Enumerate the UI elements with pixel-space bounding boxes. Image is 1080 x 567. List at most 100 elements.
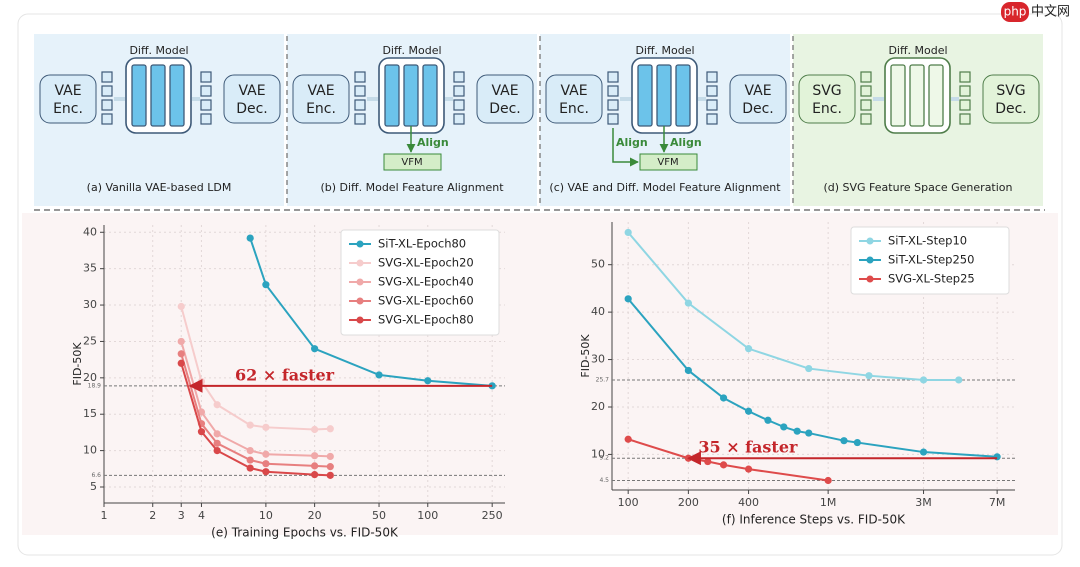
y-tick-label: 20 (83, 371, 97, 384)
x-tick-label: 100 (618, 496, 639, 509)
data-point (824, 476, 832, 485)
encoder (39, 74, 97, 124)
data-point (865, 372, 873, 380)
data-point (684, 299, 692, 307)
data-point (246, 464, 254, 472)
model-layer (169, 64, 185, 127)
data-point (744, 407, 753, 415)
align-label: Align (616, 136, 648, 149)
chart-caption: (f) Inference Steps vs. FID-50K (722, 513, 906, 527)
encoder (798, 74, 856, 124)
token (101, 99, 113, 111)
logo-badge (1001, 2, 1029, 22)
encoder (292, 74, 350, 124)
legend-label: SVG-XL-Epoch20 (378, 256, 474, 270)
x-tick-label: 3M (915, 496, 932, 509)
data-point (624, 228, 632, 237)
token (607, 85, 619, 97)
decoder-label: VAE (238, 83, 265, 99)
decoder (223, 74, 281, 124)
legend-marker (866, 275, 874, 283)
token (860, 85, 872, 97)
encoder-label: VAE (307, 83, 334, 99)
data-point (719, 394, 728, 402)
decoder-label: Dec. (489, 101, 521, 117)
data-point (704, 457, 712, 466)
data-point (764, 416, 772, 424)
token (354, 85, 366, 97)
x-tick-label: 3 (178, 509, 185, 522)
chart-caption: (e) Training Epochs vs. FID-50K (211, 526, 399, 540)
y-tick-label: 40 (83, 225, 97, 238)
reference-label: 9.2 (599, 455, 609, 462)
y-tick-label: 10 (83, 444, 97, 457)
encoder-label: Enc. (559, 101, 589, 117)
y-tick-label: 30 (591, 353, 605, 366)
data-point (177, 302, 185, 311)
model-layer (909, 64, 925, 127)
data-point (326, 471, 334, 479)
panel-caption: (b) Diff. Model Feature Alignment (320, 181, 504, 194)
token (959, 85, 971, 97)
data-point (744, 465, 753, 473)
data-point (311, 425, 319, 434)
legend-marker (356, 297, 364, 305)
data-point (719, 461, 728, 469)
data-point (744, 345, 753, 353)
data-point (213, 401, 221, 409)
x-tick-label: 10 (259, 509, 273, 522)
x-tick-label: 2 (149, 509, 156, 522)
decoder-label: Dec. (742, 101, 774, 117)
token (706, 99, 718, 111)
y-tick-label: 50 (591, 258, 605, 271)
align-arrow (612, 128, 639, 167)
vfm-label: VFM (657, 157, 678, 168)
token (959, 71, 971, 83)
x-tick-label: 20 (308, 509, 322, 522)
model-layer (150, 64, 166, 127)
y-tick-label: 25 (83, 334, 97, 347)
data-point (197, 428, 206, 436)
encoder-label: Enc. (306, 101, 336, 117)
encoder-label: VAE (560, 83, 587, 99)
align-label: Align (417, 136, 449, 149)
legend-label: SVG-XL-Epoch60 (378, 294, 474, 308)
data-point (919, 448, 928, 456)
decoder (476, 74, 534, 124)
model-label: Diff. Model (129, 44, 188, 57)
watermark: 中文网 (1031, 5, 1070, 20)
token (607, 99, 619, 111)
token (101, 113, 113, 125)
y-tick-label: 15 (83, 407, 97, 420)
legend-marker (866, 237, 874, 245)
data-point (177, 337, 185, 346)
token (959, 113, 971, 125)
y-tick-label: 35 (83, 262, 97, 275)
annotation-text: 35 × faster (698, 438, 798, 457)
y-axis-label: FID-50K (71, 342, 84, 386)
y-tick-label: 5 (90, 480, 97, 493)
x-tick-label: 100 (417, 509, 438, 522)
data-point (805, 429, 813, 437)
data-point (624, 295, 632, 303)
data-point (246, 447, 254, 455)
encoder-label: Enc. (812, 101, 842, 117)
x-tick-label: 4 (198, 509, 205, 522)
legend-label: SVG-XL-Epoch40 (378, 275, 474, 289)
decoder-label: VAE (491, 83, 518, 99)
token (354, 71, 366, 83)
encoder-label: Enc. (53, 101, 83, 117)
vfm-box (639, 153, 698, 171)
token (101, 71, 113, 83)
logo: php (1004, 5, 1027, 19)
data-point (326, 452, 334, 461)
reference-label: 4.5 (599, 477, 609, 484)
align-label: Align (670, 136, 702, 149)
legend-marker (356, 278, 364, 286)
data-point (624, 435, 632, 443)
model-layer (675, 64, 691, 127)
token (354, 113, 366, 125)
decoder-label: Dec. (236, 101, 268, 117)
x-tick-label: 50 (372, 509, 386, 522)
data-point (246, 456, 254, 464)
